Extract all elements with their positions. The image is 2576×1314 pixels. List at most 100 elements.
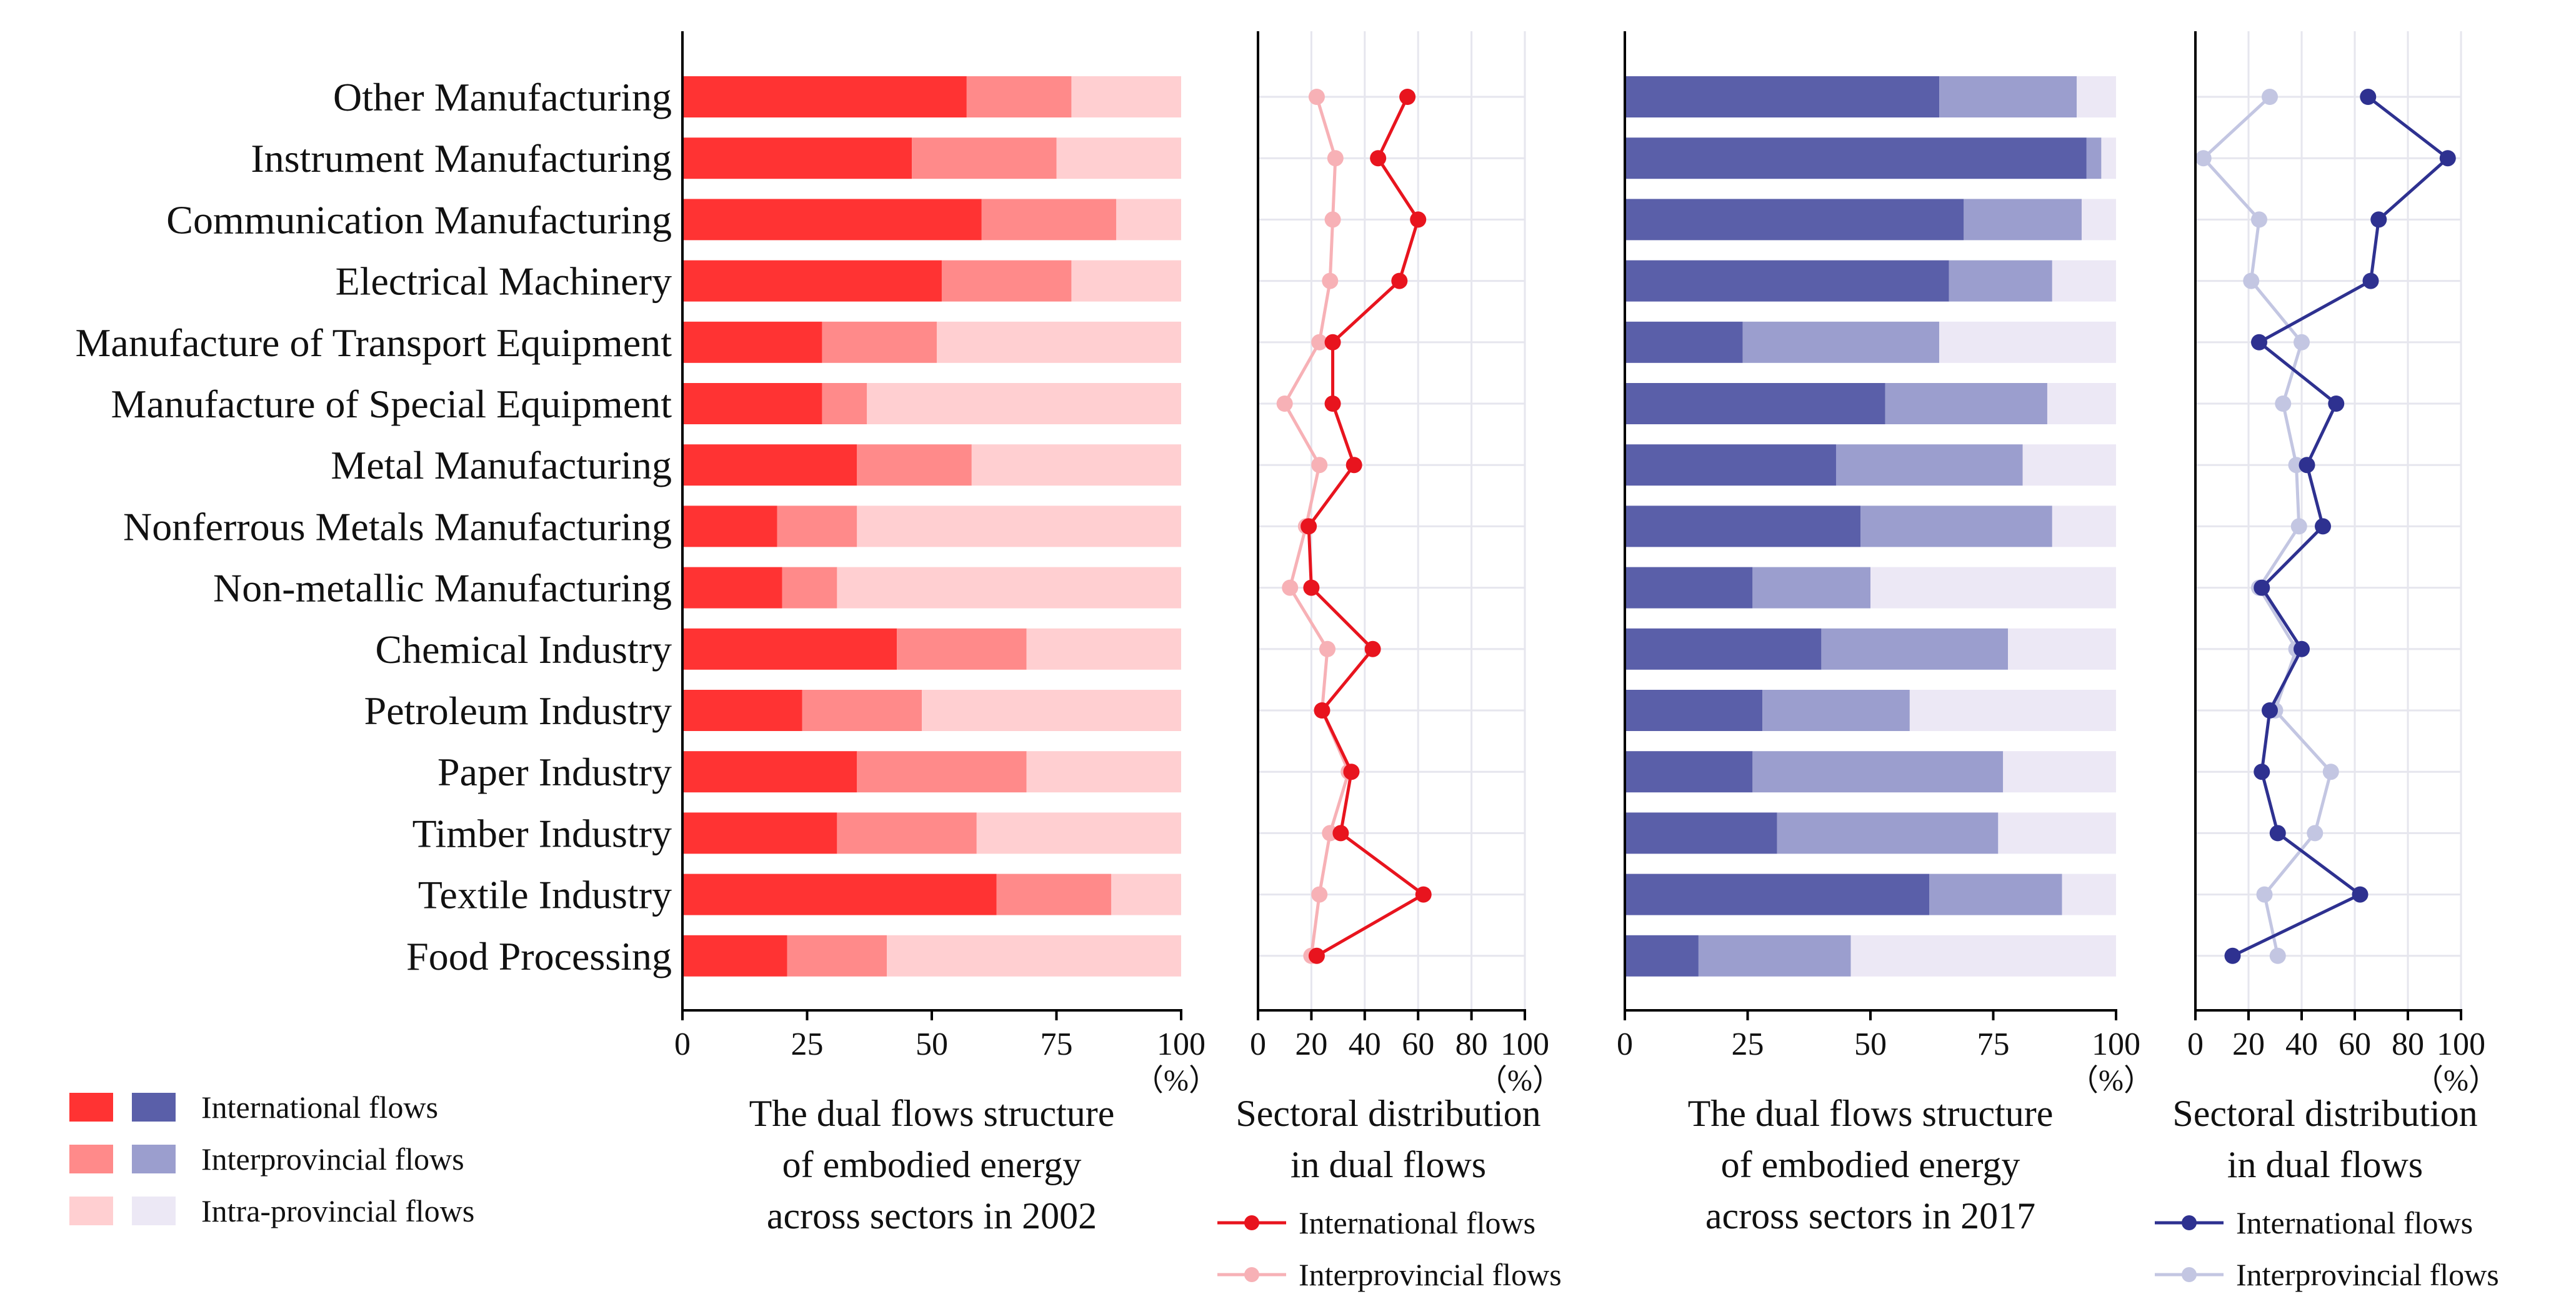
line2002-point-international: [1391, 272, 1408, 289]
bar2017-tick-label: 25: [1732, 1027, 1764, 1062]
line2002-point-international: [1399, 89, 1416, 105]
bar2002-bar-interprovincial: [777, 505, 857, 547]
bar2002-bar-intra: [1116, 199, 1181, 241]
line2017-point-international: [2294, 640, 2310, 657]
line2002-tick-label: 0: [1250, 1027, 1266, 1062]
bar2002-bar-intra: [887, 935, 1181, 977]
line2002-point-international: [1314, 702, 1330, 719]
legend-swatch-red-interprovincial: [69, 1145, 113, 1173]
bar2017-bar-intra: [2101, 137, 2116, 179]
bar2002-tick-label: 0: [674, 1027, 691, 1062]
bar2017-bar-international: [1625, 444, 1836, 486]
line2002-point-international: [1345, 457, 1362, 474]
bar2002-bar-interprovincial: [981, 199, 1117, 241]
bar2017-bar-interprovincial: [1821, 628, 2009, 670]
bar2002-bar-international: [682, 137, 912, 179]
bar2002-tick-label: 25: [791, 1027, 824, 1062]
category-label: Metal Manufacturing: [331, 443, 672, 487]
bar2017-bar-interprovincial: [1742, 321, 1940, 363]
bar2017-caption-line: of embodied energy: [1721, 1144, 2020, 1185]
bar2017-bar-interprovincial: [1835, 444, 2023, 486]
bar2002-bar-interprovincial: [787, 935, 887, 977]
line2002-point-international: [1364, 640, 1381, 657]
bar2017-bar-intra: [2022, 444, 2116, 486]
line2017-point-international: [2299, 457, 2315, 474]
bar2002-bar-international: [682, 383, 822, 424]
line2002-point-interprovincial: [1276, 396, 1293, 412]
line2002-legend-marker-interprovincial: [1244, 1267, 1259, 1282]
bar2002-bar-interprovincial: [822, 321, 937, 363]
category-label: Manufacture of Transport Equipment: [76, 321, 672, 365]
bar2017-bar-international: [1625, 690, 1763, 731]
line2017-tick-label: 100: [2437, 1027, 2485, 1062]
bar2002-bar-intra: [867, 383, 1181, 424]
line2002-caption-line: Sectoral distribution: [1236, 1093, 1540, 1134]
category-label: Paper Industry: [437, 750, 672, 794]
line2017-point-international: [2328, 396, 2345, 412]
bar2017-bar-interprovincial: [2086, 137, 2102, 179]
line2002-point-international: [1343, 764, 1360, 780]
line2002-point-international: [1332, 825, 1349, 842]
bar2002-bar-interprovincial: [857, 444, 972, 486]
legend-swatch-blue-interprovincial: [132, 1145, 176, 1173]
legend-label-interprovincial: Interprovincial flows: [201, 1142, 464, 1177]
bar2002-bar-intra: [976, 812, 1181, 854]
line2017-tick-label: 20: [2232, 1027, 2265, 1062]
bar2002-bar-interprovincial: [966, 76, 1072, 117]
bar2002-bar-intra: [837, 567, 1181, 609]
line2017-point-international: [2439, 150, 2456, 167]
bar2017-bar-international: [1625, 874, 1930, 915]
bar2002-bar-interprovincial: [912, 137, 1057, 179]
line2002-point-interprovincial: [1311, 334, 1328, 351]
line2017-caption-line: Sectoral distribution: [2172, 1093, 2477, 1134]
bar2002-bar-international: [682, 505, 777, 547]
line2017-tick-label: 80: [2392, 1027, 2424, 1062]
line2002-point-interprovincial: [1322, 272, 1339, 289]
line2002-tick-label: 40: [1349, 1027, 1381, 1062]
bar2002-bar-intra: [1056, 137, 1181, 179]
bar2017-bar-interprovincial: [1752, 567, 1870, 609]
bar2017-bar-interprovincial: [1752, 751, 2004, 793]
bar2017-bar-interprovincial: [1762, 690, 1910, 731]
line2017-point-interprovincial: [2243, 272, 2260, 289]
bar2017-bar-interprovincial: [1929, 874, 2062, 915]
line2017-point-interprovincial: [2195, 150, 2212, 167]
bar2017-bar-international: [1625, 567, 1753, 609]
line2002-tick-label: 100: [1500, 1027, 1549, 1062]
line2017-point-international: [2262, 702, 2278, 719]
bar2002-bar-international: [682, 751, 857, 793]
bar2002-caption-line: The dual flows structure: [749, 1093, 1115, 1134]
line2002-point-interprovincial: [1324, 211, 1341, 228]
bar2002-bar-interprovincial: [837, 812, 977, 854]
line2002-point-international: [1370, 150, 1387, 167]
line2017-point-interprovincial: [2275, 396, 2292, 412]
line2002-point-interprovincial: [1308, 89, 1325, 105]
bar2017-bar-international: [1625, 199, 1964, 241]
bar2017-bar-international: [1625, 137, 2087, 179]
line2017-point-interprovincial: [2307, 825, 2324, 842]
line2017-caption-line: in dual flows: [2227, 1144, 2423, 1185]
line2017-point-interprovincial: [2290, 518, 2307, 535]
bar2017-bar-international: [1625, 321, 1743, 363]
bar2002-caption-line: of embodied energy: [782, 1144, 1082, 1185]
bar2017-bar-intra: [1870, 567, 2116, 609]
bar2002-bar-international: [682, 935, 787, 977]
bar2017-bar-intra: [1939, 321, 2116, 363]
text-layer: Other Manufacturing Instrument Manufactur…: [76, 75, 2499, 1292]
bar2017-bar-intra: [2052, 505, 2116, 547]
category-label: Timber Industry: [412, 811, 672, 855]
bar2002-tick-label: 50: [916, 1027, 948, 1062]
bar2017-bar-intra: [2003, 751, 2116, 793]
bar2002-bar-international: [682, 812, 837, 854]
bar2002-bar-intra: [936, 321, 1181, 363]
line2002-point-international: [1300, 518, 1317, 535]
category-label: Nonferrous Metals Manufacturing: [123, 504, 672, 549]
legend-swatch-blue-intra: [132, 1197, 176, 1225]
line2017-unit-label: （%）: [2414, 1064, 2499, 1097]
line2017-point-international: [2224, 947, 2241, 964]
line2002-tick-label: 80: [1455, 1027, 1488, 1062]
line2017-point-interprovincial: [2251, 211, 2267, 228]
bar2017-caption-line: The dual flows structure: [1688, 1093, 2054, 1134]
bar2017-tick-label: 50: [1854, 1027, 1887, 1062]
bar2002-bar-interprovincial: [996, 874, 1112, 915]
